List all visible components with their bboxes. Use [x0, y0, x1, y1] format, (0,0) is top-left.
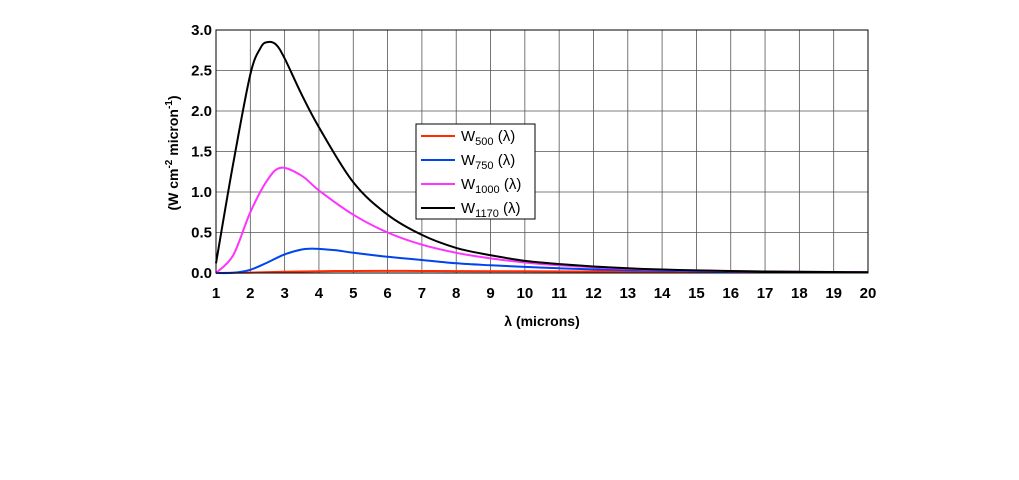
x-tick-label: 2 [246, 285, 254, 302]
legend: W500 (λ)W750 (λ)W1000 (λ)W1170 (λ) [415, 123, 536, 220]
x-tick-label: 6 [383, 285, 391, 302]
y-tick-label: 1.0 [191, 184, 212, 201]
x-tick-label: 10 [516, 285, 533, 302]
legend-label: W1000 (λ) [461, 176, 521, 196]
y-axis-label-sup: -1 [164, 100, 175, 109]
y-tick-label: 0.0 [191, 265, 212, 282]
x-tick-label: 18 [791, 285, 808, 302]
legend-label-name: W [461, 152, 476, 169]
y-axis-label-part: ) [165, 95, 181, 100]
x-tick-labels: 1 2 3 4 5 6 7 8 9 10 11 12 13 14 15 16 17 18 19 20 [212, 285, 877, 302]
series-line-w500 [215, 269, 869, 274]
legend-label-suffix: (λ) [499, 200, 521, 217]
series-line-w1170 [215, 40, 869, 274]
series-group [215, 40, 869, 275]
y-tick-label: 2.5 [191, 63, 212, 80]
x-tick-label: 13 [619, 285, 636, 302]
y-tick-label: 0.5 [191, 225, 212, 242]
y-axis-label: (W cm-2 micron-1) [164, 95, 181, 210]
y-tick-label: 3.0 [191, 22, 212, 39]
legend-label-name: W [461, 176, 476, 193]
x-tick-label: 3 [280, 285, 288, 302]
x-tick-label: 12 [585, 285, 602, 302]
x-tick-label: 1 [212, 285, 220, 302]
x-tick-label: 16 [722, 285, 739, 302]
x-tick-label: 14 [654, 285, 671, 302]
legend-label-sub: 500 [475, 136, 493, 148]
x-tick-label: 20 [860, 285, 877, 302]
y-tick-label: 2.0 [191, 103, 212, 120]
y-tick-labels: 0.0 0.5 1.0 1.5 2.0 2.5 3.0 [191, 22, 212, 282]
legend-label-suffix: (λ) [494, 152, 516, 169]
legend-label: W1170 (λ) [461, 200, 521, 220]
legend-label: W500 (λ) [461, 128, 515, 148]
y-axis-label-part: (W cm [165, 169, 181, 211]
legend-label-suffix: (λ) [494, 128, 516, 145]
legend-box [415, 123, 536, 220]
x-tick-label: 15 [688, 285, 705, 302]
legend-label-name: W [461, 200, 476, 217]
plot-frame [215, 29, 869, 274]
y-axis-label-sup: -2 [164, 159, 175, 168]
legend-label-sub: 1170 [475, 208, 499, 220]
x-tick-label: 8 [452, 285, 460, 302]
x-tick-label: 4 [315, 285, 324, 302]
x-tick-label: 17 [757, 285, 774, 302]
y-axis-label-part: micron [165, 109, 181, 160]
x-tick-label: 5 [349, 285, 357, 302]
legend-label-suffix: (λ) [500, 176, 522, 193]
legend-label-sub: 1000 [475, 184, 499, 196]
x-tick-label: 19 [825, 285, 842, 302]
legend-label-name: W [461, 128, 476, 145]
legend-label-sub: 750 [475, 160, 493, 172]
legend-label: W750 (λ) [461, 152, 515, 172]
y-tick-label: 1.5 [191, 144, 212, 161]
x-tick-label: 11 [551, 285, 567, 302]
x-axis-label: λ (microns) [504, 313, 579, 329]
grid [216, 30, 868, 273]
x-tick-label: 7 [418, 285, 426, 302]
x-tick-label: 9 [486, 285, 494, 302]
